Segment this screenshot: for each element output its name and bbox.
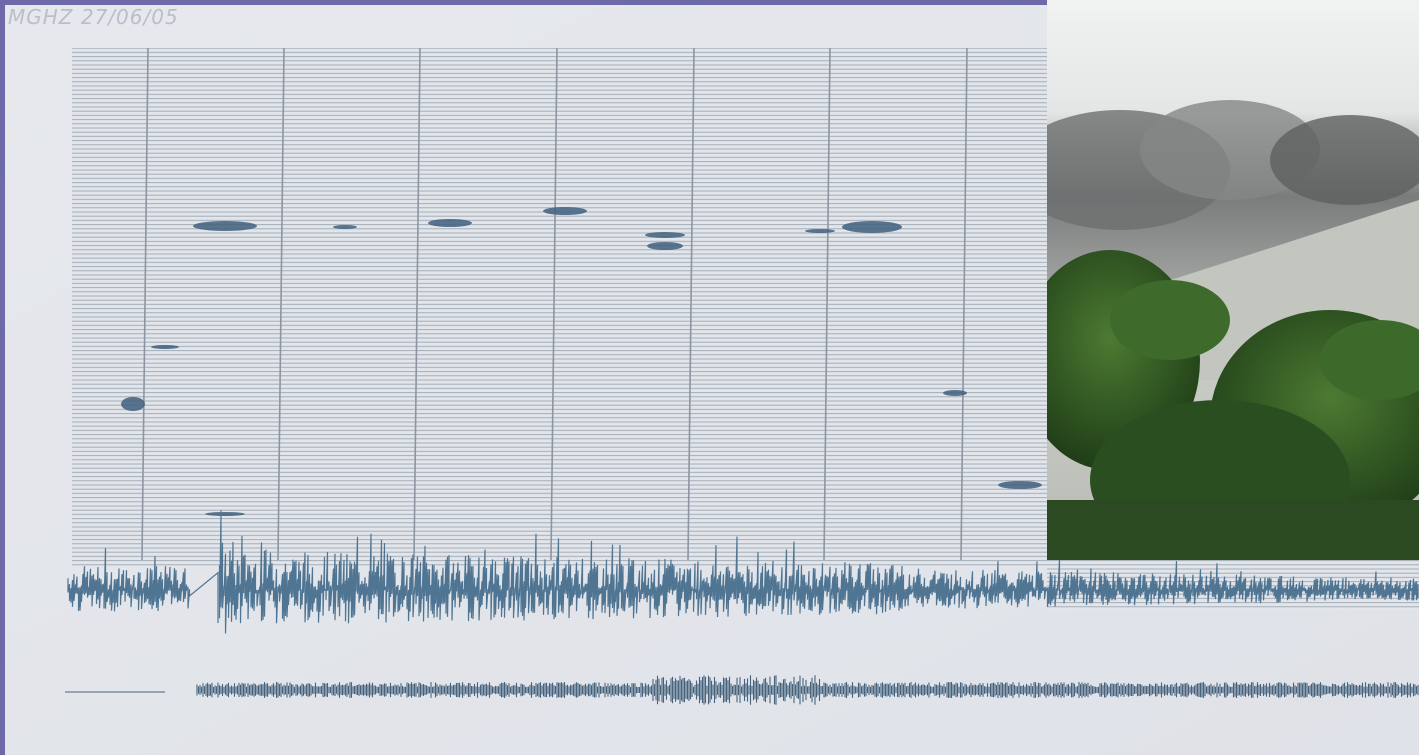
minute-line xyxy=(277,47,285,561)
event-burst xyxy=(333,225,357,229)
volcano-photo xyxy=(1047,0,1419,560)
lower-trace xyxy=(65,675,1419,705)
event-burst xyxy=(543,207,587,215)
event-burst xyxy=(645,232,685,238)
event-burst xyxy=(647,242,683,250)
event-burst xyxy=(805,229,835,233)
drum-record xyxy=(72,48,1047,568)
event-burst xyxy=(151,345,179,349)
minute-line xyxy=(823,47,831,561)
minute-line xyxy=(687,47,695,561)
event-burst xyxy=(998,481,1042,489)
station-label: MGHZ 27/06/05 xyxy=(8,5,179,29)
minute-line xyxy=(960,47,968,561)
minute-line xyxy=(413,47,421,561)
event-burst xyxy=(842,221,902,233)
event-burst xyxy=(193,221,257,231)
event-burst xyxy=(943,390,967,396)
event-burst xyxy=(428,219,472,227)
seismic-events xyxy=(121,207,1042,516)
minute-line xyxy=(550,47,558,561)
event-burst xyxy=(205,512,245,516)
eruption-trace xyxy=(67,510,1419,634)
minute-line xyxy=(141,47,149,561)
event-burst xyxy=(121,397,145,411)
minute-marks xyxy=(141,47,968,561)
